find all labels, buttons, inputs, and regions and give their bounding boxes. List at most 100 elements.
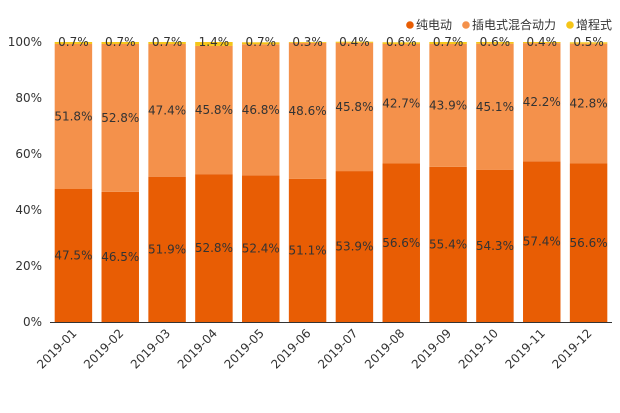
legend-label: 纯电动 (416, 18, 452, 32)
x-tick-label: 2019-05 (222, 326, 267, 371)
legend-marker (406, 21, 414, 29)
bar-segment (476, 42, 514, 44)
data-label: 0.7% (105, 35, 136, 49)
data-label: 56.6% (382, 236, 420, 250)
data-label: 54.3% (476, 239, 514, 253)
x-tick-label: 2019-07 (315, 326, 360, 371)
data-label: 56.6% (570, 236, 608, 250)
bar-segment (523, 161, 561, 322)
data-label: 0.7% (58, 35, 89, 49)
bar-segment (569, 163, 608, 322)
data-label: 45.1% (476, 100, 514, 114)
x-tick-label: 2019-09 (409, 326, 454, 371)
data-label: 57.4% (523, 235, 561, 249)
data-label: 46.5% (101, 250, 139, 264)
x-tick-label: 2019-03 (128, 326, 173, 371)
data-label: 0.3% (292, 35, 323, 49)
bar-segment (335, 42, 374, 172)
x-axis: 2019-01 2019-02 2019-03 2019-04 2019-05 2019-… (34, 322, 612, 372)
x-tick-label: 2019-02 (81, 326, 126, 371)
bar-segment (429, 42, 467, 44)
bar-segment (148, 176, 186, 322)
bar-segment (148, 42, 186, 44)
bar-segment (569, 43, 608, 164)
y-tick-label: 80% (15, 91, 42, 105)
data-label: 1.4% (199, 35, 230, 49)
bar-segment (242, 42, 280, 45)
bar-segment (54, 43, 93, 190)
data-label: 0.4% (339, 35, 370, 49)
data-label: 52.8% (101, 111, 139, 125)
data-label: 42.2% (523, 95, 561, 109)
bar-segment (242, 175, 280, 322)
bar-segment (288, 42, 327, 179)
bar-segment (429, 166, 467, 322)
data-label: 45.8% (195, 103, 233, 117)
bar-segment (195, 174, 233, 322)
bar-segment (195, 45, 233, 175)
data-label: 46.8% (242, 103, 280, 117)
y-axis: 0% 20% 40% 60% 80% 100% (8, 35, 42, 329)
data-labels: 47.5% 51.8% 0.7% 46.5% 52.8% 0.7% 51.9% 47.4% 0.… (54, 35, 607, 264)
data-label: 47.5% (54, 249, 92, 263)
x-tick-label: 2019-04 (175, 326, 220, 371)
data-label: 52.4% (242, 242, 280, 256)
legend-label: 增程式 (576, 17, 612, 32)
data-label: 51.9% (148, 242, 186, 256)
data-label: 47.4% (148, 103, 186, 117)
bar-segment (382, 42, 420, 44)
bar-segment (242, 44, 280, 176)
legend-item: 插电式混合动力 (462, 17, 556, 32)
bar-segment (101, 43, 139, 192)
x-tick-label: 2019-08 (362, 326, 407, 371)
x-tick-label: 2019-11 (503, 326, 548, 371)
data-label: 42.8% (570, 97, 608, 111)
data-label: 0.5% (573, 35, 604, 49)
data-label: 42.7% (382, 97, 420, 111)
y-tick-label: 100% (8, 35, 42, 49)
bar-segment (288, 42, 327, 43)
data-label: 51.8% (54, 109, 92, 123)
data-label: 0.7% (152, 35, 183, 49)
bar-segment (523, 42, 561, 44)
legend-marker (462, 21, 470, 29)
data-label: 0.7% (246, 35, 277, 49)
legend-item: 增程式 (566, 17, 612, 32)
bars (54, 41, 608, 322)
data-label: 43.9% (429, 98, 467, 112)
y-tick-label: 60% (15, 147, 42, 161)
data-label: 0.4% (527, 35, 558, 49)
x-tick-label: 2019-12 (549, 326, 594, 371)
bar-segment (101, 191, 139, 322)
data-label: 52.8% (195, 241, 233, 255)
data-label: 51.1% (289, 243, 327, 257)
bar-segment (148, 43, 186, 177)
bar-segment (335, 41, 374, 43)
x-tick-label: 2019-01 (34, 326, 79, 371)
legend-label: 插电式混合动力 (472, 17, 556, 32)
data-label: 48.6% (289, 104, 327, 118)
y-tick-label: 40% (15, 203, 42, 217)
data-label: 0.7% (433, 35, 464, 49)
x-tick-label: 2019-10 (456, 326, 501, 371)
legend-item: 纯电动 (406, 18, 452, 32)
legend: 纯电动 插电式混合动力 增程式 (406, 17, 612, 32)
bar-segment (54, 189, 93, 322)
data-label: 0.6% (386, 35, 417, 49)
bar-segment (476, 169, 514, 322)
bar-segment (101, 42, 139, 44)
x-tick-label: 2019-06 (268, 326, 313, 371)
y-tick-label: 20% (15, 259, 42, 273)
y-tick-label: 0% (23, 315, 42, 329)
data-label: 53.9% (335, 240, 373, 254)
bar-segment (382, 43, 420, 164)
legend-marker (566, 21, 574, 29)
bar-segment (288, 178, 327, 322)
bar-segment (54, 42, 93, 44)
bar-segment (335, 171, 374, 322)
data-label: 45.8% (335, 100, 373, 114)
data-label: 55.4% (429, 237, 467, 251)
bar-segment (429, 43, 467, 167)
bar-segment (382, 163, 420, 322)
